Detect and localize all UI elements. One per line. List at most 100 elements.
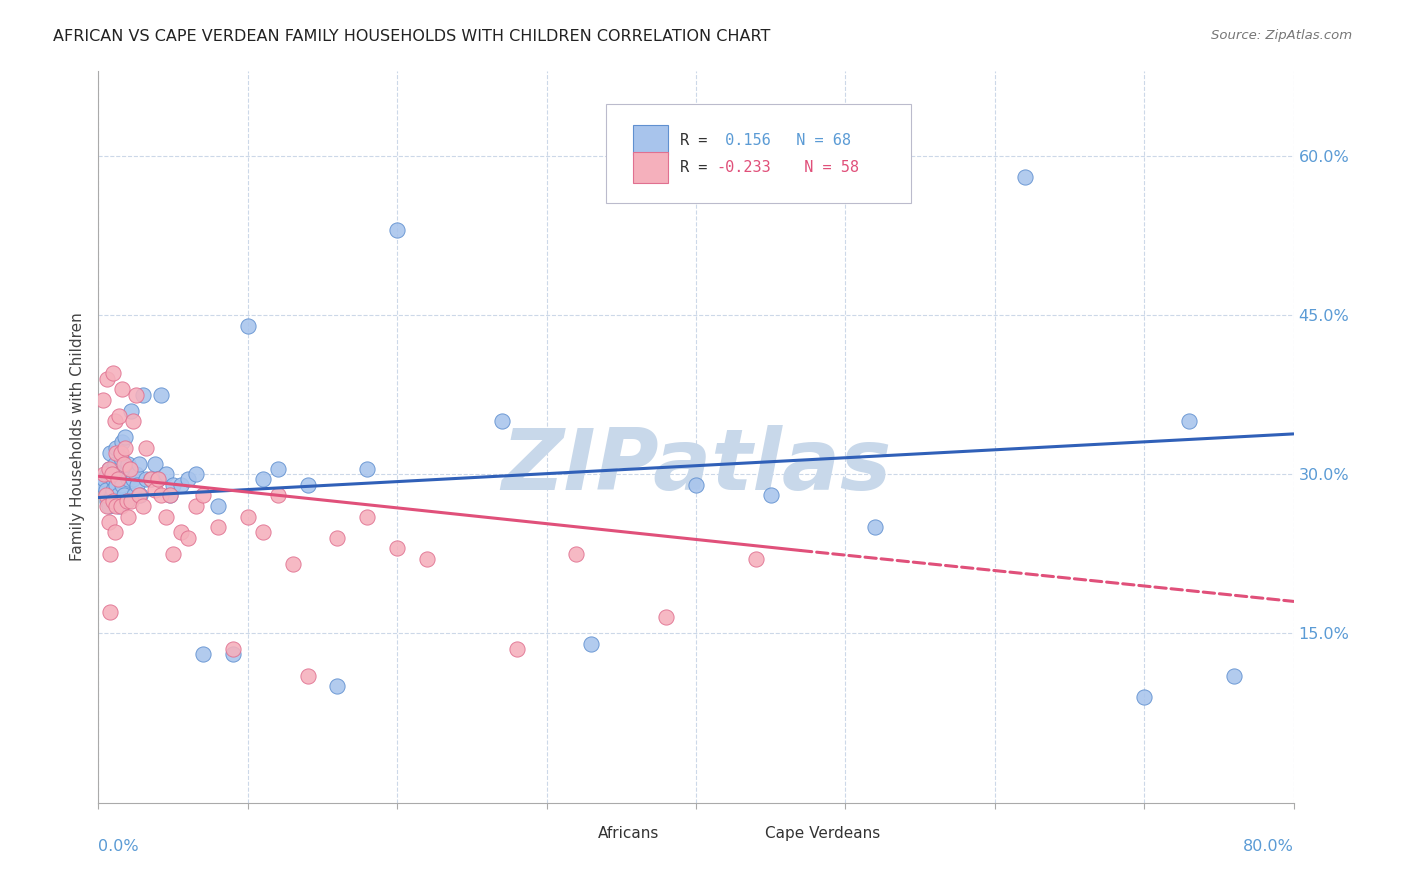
Point (162, 547, 184, 561)
Point (111, 435, 134, 450)
Point (103, 483, 125, 497)
Point (120, 493, 142, 508)
Point (104, 525, 127, 540)
Point (111, 477, 134, 491)
Point (150, 488, 173, 502)
Point (236, 509, 259, 524)
Point (121, 414, 143, 428)
Point (865, 520, 887, 534)
Point (128, 457, 150, 471)
Point (96, 467, 118, 482)
Point (139, 473, 162, 487)
Point (759, 488, 782, 502)
Point (184, 499, 207, 513)
Point (1178, 414, 1201, 428)
Point (112, 488, 135, 502)
Point (356, 509, 378, 524)
Point (506, 642, 529, 657)
Point (207, 520, 229, 534)
Point (105, 499, 128, 513)
Point (115, 493, 138, 508)
Point (110, 446, 132, 460)
Point (356, 462, 378, 476)
Point (98, 605, 122, 619)
Point (96, 499, 118, 513)
Point (169, 525, 191, 540)
Point (104, 414, 127, 428)
Point (252, 473, 274, 487)
Point (110, 499, 132, 513)
Point (93, 467, 115, 482)
Point (114, 441, 136, 455)
Point (107, 488, 129, 502)
Point (105, 477, 128, 491)
Text: 0.0%: 0.0% (98, 839, 139, 855)
Point (385, 223, 409, 237)
Point (491, 414, 513, 428)
Point (222, 648, 245, 662)
Point (143, 483, 166, 497)
Point (103, 367, 125, 381)
Point (103, 473, 125, 487)
Point (117, 457, 139, 471)
Point (191, 648, 214, 662)
Point (281, 558, 304, 572)
Point (326, 679, 349, 693)
Point (108, 499, 131, 513)
Point (97, 515, 120, 529)
Point (125, 387, 148, 401)
Point (101, 488, 124, 502)
Point (655, 610, 678, 624)
Point (110, 451, 132, 466)
Point (159, 488, 181, 502)
Point (112, 457, 135, 471)
Point (91, 477, 114, 491)
Point (98, 547, 122, 561)
Point (685, 477, 707, 491)
Point (96, 493, 118, 508)
Point (117, 473, 139, 487)
Point (93, 473, 115, 487)
FancyBboxPatch shape (720, 825, 754, 843)
Point (132, 499, 155, 513)
Point (97, 499, 120, 513)
Text: R =: R = (681, 160, 717, 175)
Text: -0.233: -0.233 (716, 160, 770, 175)
Text: Source: ZipAtlas.com: Source: ZipAtlas.com (1212, 29, 1353, 43)
Point (155, 467, 177, 482)
Point (125, 467, 148, 482)
Point (101, 467, 124, 482)
Point (107, 473, 129, 487)
Point (121, 473, 143, 487)
Point (252, 525, 274, 540)
Text: Cape Verdeans: Cape Verdeans (765, 826, 880, 841)
Point (111, 383, 134, 397)
Point (148, 473, 170, 487)
Point (103, 462, 125, 476)
Point (129, 488, 152, 502)
Point (297, 477, 319, 491)
Point (94, 488, 117, 502)
Point (177, 531, 200, 545)
FancyBboxPatch shape (633, 152, 668, 183)
Point (416, 552, 439, 566)
Point (267, 488, 290, 502)
Text: 0.156: 0.156 (716, 133, 770, 147)
Point (326, 531, 349, 545)
Point (191, 488, 214, 502)
Y-axis label: Family Households with Children: Family Households with Children (69, 313, 84, 561)
Point (105, 446, 128, 460)
Point (120, 403, 142, 417)
Point (159, 488, 181, 502)
Text: R =: R = (681, 133, 717, 147)
Point (114, 430, 136, 444)
Text: N = 68: N = 68 (779, 133, 852, 147)
Point (103, 493, 125, 508)
Point (98, 446, 122, 460)
Point (162, 477, 184, 491)
Point (97, 462, 120, 476)
Point (565, 547, 588, 561)
Point (127, 477, 149, 491)
Point (118, 462, 141, 476)
Point (128, 488, 150, 502)
